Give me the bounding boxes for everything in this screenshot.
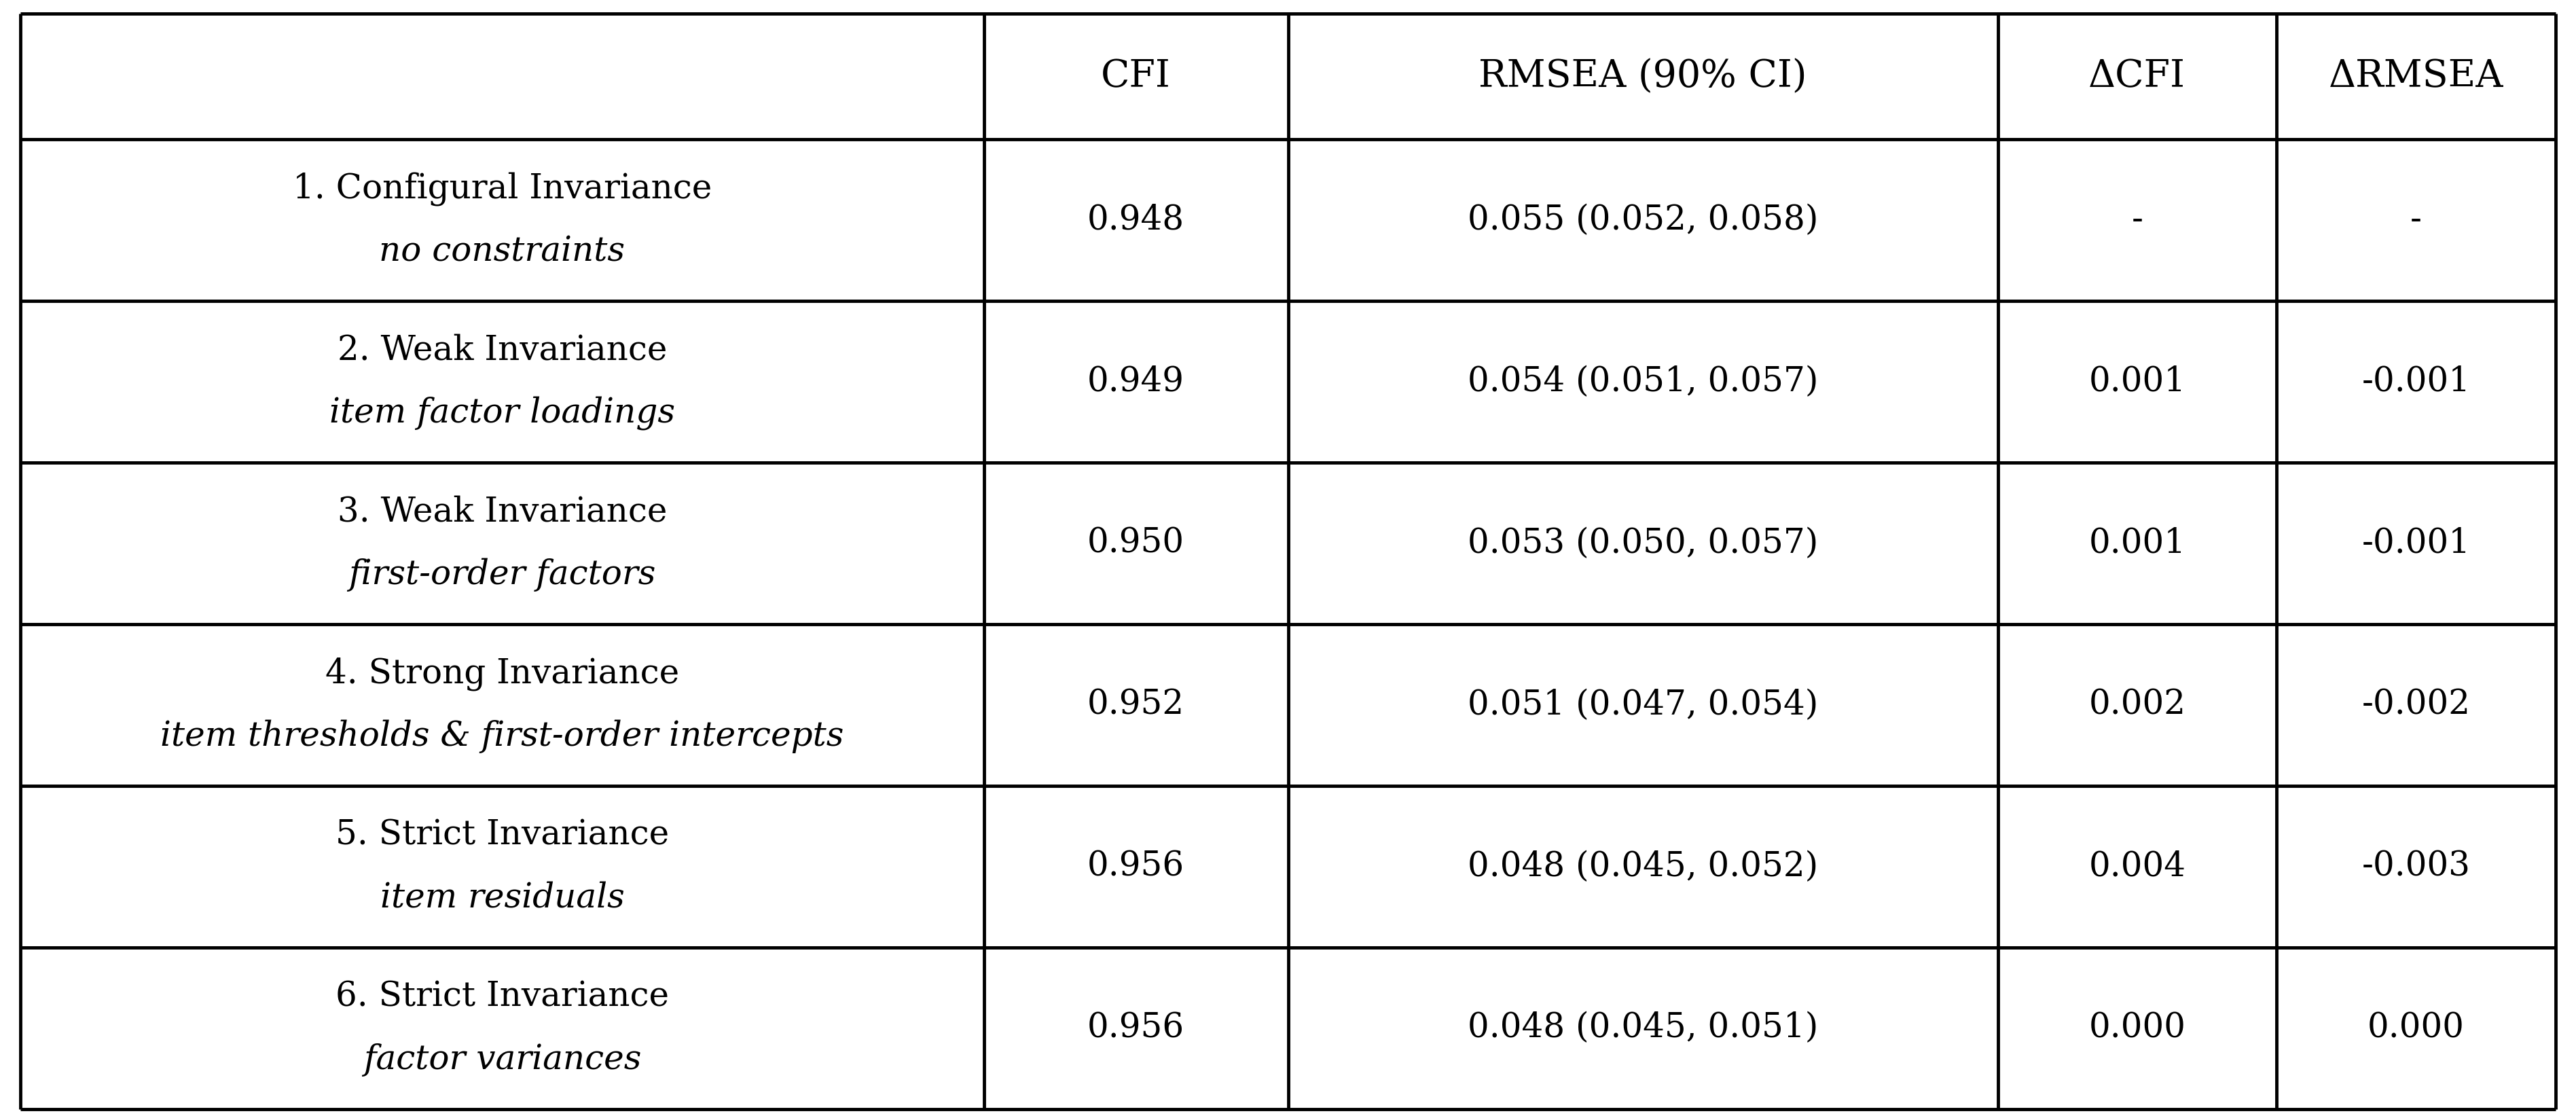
Text: 0.004: 0.004 [2089,850,2184,883]
Text: RMSEA (90% CI): RMSEA (90% CI) [1479,58,1806,95]
Text: 0.002: 0.002 [2089,689,2184,722]
Text: 0.055 (0.052, 0.058): 0.055 (0.052, 0.058) [1468,203,1819,237]
Text: 2. Weak Invariance: 2. Weak Invariance [337,334,667,368]
Text: -: - [2411,203,2421,237]
Text: ΔCFI: ΔCFI [2089,58,2184,95]
Text: 0.001: 0.001 [2089,527,2187,560]
Text: item thresholds & first-order intercepts: item thresholds & first-order intercepts [160,720,845,754]
Text: 0.051 (0.047, 0.054): 0.051 (0.047, 0.054) [1468,689,1819,722]
Text: no constraints: no constraints [379,235,626,268]
Text: first-order factors: first-order factors [348,558,657,591]
Text: ΔRMSEA: ΔRMSEA [2329,58,2504,95]
Text: 0.000: 0.000 [2089,1012,2184,1045]
Text: 0.054 (0.051, 0.057): 0.054 (0.051, 0.057) [1468,366,1819,399]
Text: 6. Strict Invariance: 6. Strict Invariance [335,980,670,1014]
Text: 0.053 (0.050, 0.057): 0.053 (0.050, 0.057) [1468,527,1819,560]
Text: 0.048 (0.045, 0.051): 0.048 (0.045, 0.051) [1468,1012,1819,1045]
Text: factor variances: factor variances [363,1043,641,1077]
Text: 0.048 (0.045, 0.052): 0.048 (0.045, 0.052) [1468,850,1819,883]
Text: 0.956: 0.956 [1087,850,1185,883]
Text: 0.949: 0.949 [1087,366,1185,399]
Text: 5. Strict Invariance: 5. Strict Invariance [335,818,670,852]
Text: 4. Strong Invariance: 4. Strong Invariance [325,657,680,691]
Text: item residuals: item residuals [381,881,623,915]
Text: 0.952: 0.952 [1087,689,1185,722]
Text: 0.956: 0.956 [1087,1012,1185,1045]
Text: 1. Configural Invariance: 1. Configural Invariance [294,172,711,206]
Text: -: - [2130,203,2143,237]
Text: item factor loadings: item factor loadings [330,396,675,430]
Text: -0.001: -0.001 [2362,527,2470,560]
Text: 0.000: 0.000 [2367,1012,2465,1045]
Text: -0.001: -0.001 [2362,366,2470,399]
Text: 0.001: 0.001 [2089,366,2187,399]
Text: -0.002: -0.002 [2362,689,2470,722]
Text: -0.003: -0.003 [2362,850,2470,883]
Text: 0.948: 0.948 [1087,203,1185,237]
Text: 0.950: 0.950 [1087,527,1185,560]
Text: 3. Weak Invariance: 3. Weak Invariance [337,495,667,529]
Text: CFI: CFI [1100,58,1172,95]
